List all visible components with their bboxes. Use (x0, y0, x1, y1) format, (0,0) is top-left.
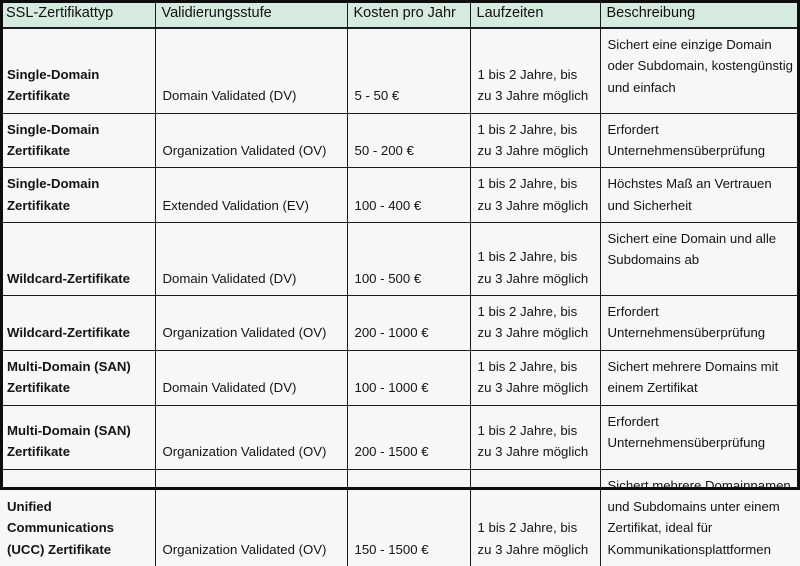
column-header-certificate-type: SSL-Zertifikattyp (0, 0, 156, 29)
cell-term: 1 bis 2 Jahre, bis zu 3 Jahre möglich (470, 469, 601, 566)
cell-description: Sichert mehrere Domainnamen und Subdomai… (600, 469, 800, 566)
cell-validation-level: Organization Validated (OV) (155, 469, 348, 566)
cell-description: Erfordert Unternehmensüberprüfung (600, 405, 800, 470)
cell-description: Erfordert Unternehmensüberprüfung (600, 295, 800, 351)
cell-certificate-type: Multi-Domain (SAN) Zertifikate (0, 350, 156, 406)
cell-term: 1 bis 2 Jahre, bis zu 3 Jahre möglich (470, 222, 601, 296)
cell-certificate-type: Multi-Domain (SAN) Zertifikate (0, 405, 156, 470)
cell-description: Sichert eine Domain und alle Subdomains … (600, 222, 800, 296)
cell-validation-level: Organization Validated (OV) (155, 295, 348, 351)
cell-certificate-type: Unified Communications (UCC) Zertifikate (0, 469, 156, 566)
header-row: SSL-Zertifikattyp Validierungsstufe Kost… (0, 0, 800, 29)
cell-cost: 200 - 1000 € (347, 295, 471, 351)
cell-description: Höchstes Maß an Vertrauen und Sicherheit (600, 167, 800, 223)
cell-cost: 200 - 1500 € (347, 405, 471, 470)
cell-cost: 5 - 50 € (347, 28, 471, 114)
cell-cost: 100 - 500 € (347, 222, 471, 296)
cell-description: Sichert eine einzige Domain oder Subdoma… (600, 28, 800, 114)
cell-validation-level: Extended Validation (EV) (155, 167, 348, 223)
column-header-validation-level: Validierungsstufe (155, 0, 348, 29)
cell-certificate-type: Wildcard-Zertifikate (0, 295, 156, 351)
table-row: Wildcard-Zertifikate Organization Valida… (0, 295, 800, 351)
column-header-cost-per-year: Kosten pro Jahr (347, 0, 471, 29)
cell-description: Sichert mehrere Domains mit einem Zertif… (600, 350, 800, 406)
table-row: Multi-Domain (SAN) Zertifikate Organizat… (0, 405, 800, 470)
table-row: Single-Domain Zertifikate Organization V… (0, 113, 800, 169)
cell-term: 1 bis 2 Jahre, bis zu 3 Jahre möglich (470, 167, 601, 223)
cell-term: 1 bis 2 Jahre, bis zu 3 Jahre möglich (470, 28, 601, 114)
table-row: Multi-Domain (SAN) Zertifikate Domain Va… (0, 350, 800, 406)
table-row: Single-Domain Zertifikate Domain Validat… (0, 28, 800, 114)
cell-term: 1 bis 2 Jahre, bis zu 3 Jahre möglich (470, 350, 601, 406)
cell-cost: 150 - 1500 € (347, 469, 471, 566)
table-body: Single-Domain Zertifikate Domain Validat… (0, 28, 800, 566)
cell-cost: 100 - 1000 € (347, 350, 471, 406)
cell-term: 1 bis 2 Jahre, bis zu 3 Jahre möglich (470, 405, 601, 470)
cell-cost: 100 - 400 € (347, 167, 471, 223)
cell-description: Erfordert Unternehmensüberprüfung (600, 113, 800, 169)
table-row: Single-Domain Zertifikate Extended Valid… (0, 167, 800, 223)
column-header-description: Beschreibung (600, 0, 800, 29)
cell-validation-level: Domain Validated (DV) (155, 350, 348, 406)
table-header: SSL-Zertifikattyp Validierungsstufe Kost… (0, 0, 800, 29)
table-row: Unified Communications (UCC) Zertifikate… (0, 469, 800, 566)
cell-term: 1 bis 2 Jahre, bis zu 3 Jahre möglich (470, 113, 601, 169)
cell-cost: 50 - 200 € (347, 113, 471, 169)
cell-certificate-type: Single-Domain Zertifikate (0, 28, 156, 114)
cell-validation-level: Domain Validated (DV) (155, 222, 348, 296)
cell-term: 1 bis 2 Jahre, bis zu 3 Jahre möglich (470, 295, 601, 351)
column-header-terms: Laufzeiten (470, 0, 601, 29)
cell-certificate-type: Single-Domain Zertifikate (0, 113, 156, 169)
cell-validation-level: Organization Validated (OV) (155, 113, 348, 169)
cell-validation-level: Organization Validated (OV) (155, 405, 348, 470)
cell-certificate-type: Single-Domain Zertifikate (0, 167, 156, 223)
cell-validation-level: Domain Validated (DV) (155, 28, 348, 114)
table-row: Wildcard-Zertifikate Domain Validated (D… (0, 222, 800, 296)
cell-certificate-type: Wildcard-Zertifikate (0, 222, 156, 296)
